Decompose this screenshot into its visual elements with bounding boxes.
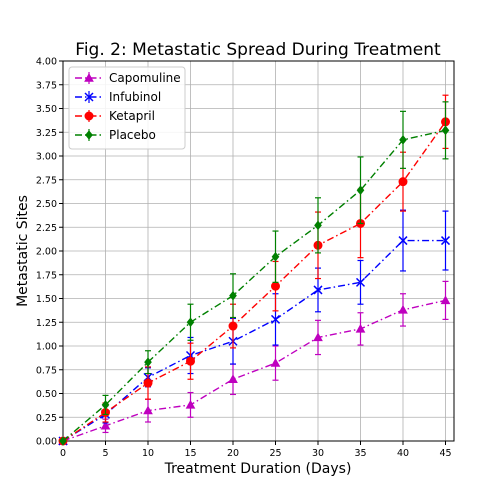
data-point-ketapril bbox=[398, 177, 408, 187]
y-tick-label: 2.25 bbox=[36, 223, 57, 234]
data-point-placebo bbox=[229, 290, 237, 301]
legend-item-ketapril: Ketapril bbox=[75, 109, 155, 123]
y-tick-label: 2.75 bbox=[36, 175, 57, 186]
data-point-infubinol bbox=[355, 277, 366, 287]
legend-marker-placebo bbox=[85, 130, 93, 140]
legend-item-infubinol: Infubinol bbox=[75, 90, 161, 104]
y-tick-label: 1.75 bbox=[36, 270, 57, 281]
x-tick-label: 20 bbox=[227, 448, 239, 459]
data-point-ketapril bbox=[186, 356, 195, 366]
legend-marker-capomuline bbox=[84, 72, 94, 82]
data-point-placebo bbox=[186, 317, 195, 328]
data-point-placebo bbox=[441, 125, 450, 136]
data-point-placebo bbox=[356, 185, 365, 196]
x-tick-label: 25 bbox=[269, 448, 281, 459]
axes: 0 5 10 15 20 25 30 35 40 45 0.00 0.25 0.50 0.75 1.00 1.… bbox=[36, 57, 455, 459]
y-tick-label: 3.50 bbox=[36, 104, 57, 115]
data-point-placebo bbox=[314, 220, 322, 231]
y-axis-label: Metastatic Sites bbox=[15, 195, 31, 307]
data-point-placebo bbox=[144, 357, 152, 367]
x-tick-label: 45 bbox=[439, 448, 451, 459]
data-point-capomuline bbox=[313, 332, 323, 342]
y-tick-label: 3.75 bbox=[36, 80, 57, 91]
series-line-ketapril bbox=[62, 121, 447, 442]
y-tick-label: 0.25 bbox=[36, 413, 57, 424]
legend-marker-ketapril bbox=[84, 111, 94, 121]
data-point-ketapril bbox=[271, 281, 280, 291]
data-point-infubinol bbox=[313, 285, 323, 295]
series-placebo bbox=[59, 101, 450, 446]
legend-label-infubinol: Infubinol bbox=[109, 90, 161, 104]
data-point-capomuline bbox=[143, 405, 153, 415]
legend-label-placebo: Placebo bbox=[109, 128, 156, 142]
legend: Capomuline Infubinol Ketapril Placebo bbox=[68, 66, 186, 150]
data-point-infubinol-stroke bbox=[270, 314, 281, 324]
data-point-placebo bbox=[399, 135, 407, 145]
y-tick-label: 4.00 bbox=[36, 57, 57, 68]
legend-item-placebo: Placebo bbox=[75, 128, 156, 142]
series-layer bbox=[58, 94, 451, 446]
data-point-ketapril bbox=[228, 321, 238, 331]
data-point-capomuline bbox=[270, 358, 281, 367]
chart-title: Fig. 2: Metastatic Spread During Treatme… bbox=[75, 40, 441, 60]
series-line-placebo bbox=[62, 129, 446, 442]
x-tick-label: 10 bbox=[142, 448, 154, 459]
y-tick-label: 1.50 bbox=[36, 294, 57, 305]
x-tick-label: 40 bbox=[397, 448, 409, 459]
x-tick-label: 5 bbox=[102, 448, 108, 459]
data-point-capomuline bbox=[440, 295, 451, 305]
legend-item-capomuline: Capomuline bbox=[75, 71, 181, 85]
legend-marker-infubinol bbox=[84, 92, 94, 102]
series-line-capomuline bbox=[62, 299, 446, 442]
y-tick-label: 1.00 bbox=[36, 342, 57, 353]
y-tick-label: 2.50 bbox=[36, 199, 57, 210]
legend-box bbox=[68, 66, 186, 150]
data-point-placebo bbox=[101, 400, 110, 410]
legend-marker-infubinol-stroke bbox=[84, 92, 94, 102]
data-point-infubinol bbox=[270, 314, 281, 324]
x-axis-label: Treatment Duration (Days) bbox=[164, 461, 352, 477]
data-point-placebo bbox=[59, 436, 67, 446]
y-tick-label: 3.25 bbox=[36, 128, 57, 139]
data-point-infubinol-stroke bbox=[398, 236, 408, 246]
data-point-capomuline bbox=[355, 323, 366, 333]
series-line-infubinol bbox=[62, 239, 446, 442]
x-tick-label: 0 bbox=[60, 448, 66, 459]
y-tick-label: 1.25 bbox=[36, 318, 57, 329]
y-tick-label: 3.00 bbox=[36, 152, 57, 163]
data-point-capomuline bbox=[185, 399, 196, 409]
legend-label-ketapril: Ketapril bbox=[109, 109, 155, 123]
data-point-capomuline bbox=[398, 304, 408, 314]
data-point-capomuline bbox=[100, 420, 111, 430]
x-tick-label: 35 bbox=[354, 448, 366, 459]
series-capomuline bbox=[58, 280, 451, 445]
x-tick-label: 30 bbox=[312, 448, 324, 459]
legend-label-capomuline: Capomuline bbox=[109, 71, 181, 85]
data-point-infubinol bbox=[440, 236, 451, 246]
x-tick-label: 15 bbox=[184, 448, 196, 459]
data-point-infubinol-stroke bbox=[313, 285, 323, 295]
y-tick-label: 0.75 bbox=[36, 365, 57, 376]
data-point-infubinol-stroke bbox=[440, 236, 451, 246]
data-point-infubinol bbox=[398, 236, 408, 246]
data-point-placebo bbox=[271, 251, 280, 262]
y-tick-label: 2.00 bbox=[36, 247, 57, 258]
data-point-ketapril bbox=[143, 378, 153, 388]
y-tick-label: 0.00 bbox=[36, 437, 57, 448]
data-point-infubinol-stroke bbox=[355, 277, 366, 287]
data-point-capomuline bbox=[228, 374, 238, 383]
y-tick-label: 0.50 bbox=[36, 389, 57, 400]
